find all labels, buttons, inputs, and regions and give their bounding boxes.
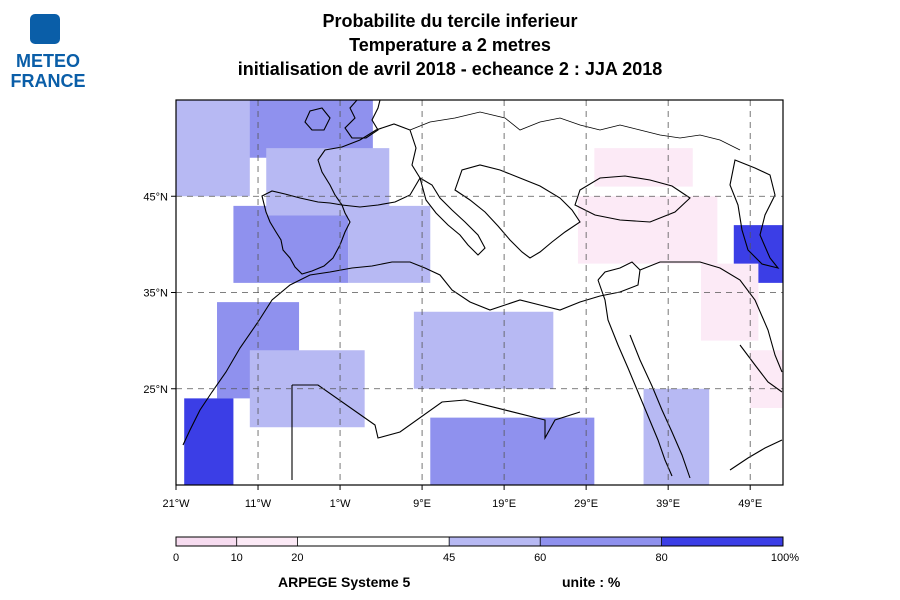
region-15 [594, 148, 693, 187]
colorbar-label-4: 60 [534, 552, 546, 564]
border-sahara [291, 384, 581, 480]
lat-label-1: 35°N [143, 288, 168, 300]
meteo-france-logo: METEO FRANCE [8, 8, 88, 91]
colorbar-label-5: 80 [655, 552, 667, 564]
colorbar-segment-3 [449, 537, 541, 546]
region-13 [700, 263, 759, 341]
footer-model: ARPEGE Systeme 5 [278, 574, 411, 590]
region-4 [348, 205, 431, 283]
latitude-labels: 45°N 35°N 25°N [143, 191, 176, 396]
lat-label-2: 25°N [143, 384, 168, 396]
coast-balkans [454, 164, 581, 259]
coast-italy [419, 176, 486, 256]
lon-label-5: 29°E [574, 498, 598, 510]
grid-lines [176, 100, 783, 485]
lon-label-3: 9°E [413, 498, 431, 510]
region-8 [413, 311, 554, 389]
region-6 [184, 398, 234, 485]
region-12 [577, 196, 718, 264]
region-14 [750, 350, 783, 408]
border-europe [409, 111, 741, 151]
region-1 [176, 100, 250, 197]
coast-arabia [639, 261, 783, 373]
logo-line1: METEO [15, 51, 80, 71]
colorbar-label-2: 20 [291, 552, 303, 564]
lon-label-4: 19°E [492, 498, 516, 510]
colorbar-segment-2 [297, 537, 450, 546]
colorbar-segment-5 [661, 537, 783, 546]
footer-units: unite : % [562, 574, 621, 590]
coast-france [317, 123, 421, 208]
coast-caspian [729, 159, 780, 269]
coast-levant-red-sea [597, 279, 673, 477]
coast-red-sea-east [629, 334, 691, 479]
lon-label-0: 21°W [162, 498, 190, 510]
coastlines [182, 99, 783, 480]
lon-label-7: 49°E [738, 498, 762, 510]
coast-arabian-sea [729, 439, 783, 471]
colorbar: 0 10 20 45 60 80 100% [173, 536, 799, 564]
map-panel: 45°N 35°N 25°N 21°W 11°W 1°W 9°E 19°E 29°E 39°E 4… [143, 99, 784, 510]
title-line3: initialisation de avril 2018 - echeance … [237, 59, 663, 79]
region-10 [643, 388, 710, 485]
colorbar-label-1: 10 [231, 552, 243, 564]
lon-label-2: 1°W [330, 498, 352, 510]
coast-north-africa [182, 261, 641, 446]
colorbar-label-3: 45 [443, 552, 455, 564]
coast-black-sea [574, 175, 691, 223]
longitude-labels: 21°W 11°W 1°W 9°E 19°E 29°E 39°E 49°E [162, 485, 762, 510]
lon-label-6: 39°E [656, 498, 680, 510]
colorbar-label-6: 100% [771, 552, 799, 564]
lon-label-1: 11°W [245, 498, 272, 510]
meteo-france-logo-icon [30, 14, 60, 44]
logo-line2: FRANCE [10, 71, 86, 91]
title-line2: Temperature a 2 metres [349, 35, 551, 55]
colorbar-label-0: 0 [173, 552, 179, 564]
colorbar-segment-4 [540, 537, 662, 546]
colorbar-segment-1 [236, 537, 298, 546]
region-2 [233, 205, 349, 283]
coast-ireland [304, 107, 331, 131]
lat-label-0: 45°N [143, 191, 168, 203]
coast-iberia [261, 190, 351, 275]
title-line1: Probabilite du tercile inferieur [322, 11, 578, 31]
colorbar-segment-0 [176, 537, 237, 546]
coast-gulf [739, 344, 783, 393]
region-9 [430, 417, 595, 485]
